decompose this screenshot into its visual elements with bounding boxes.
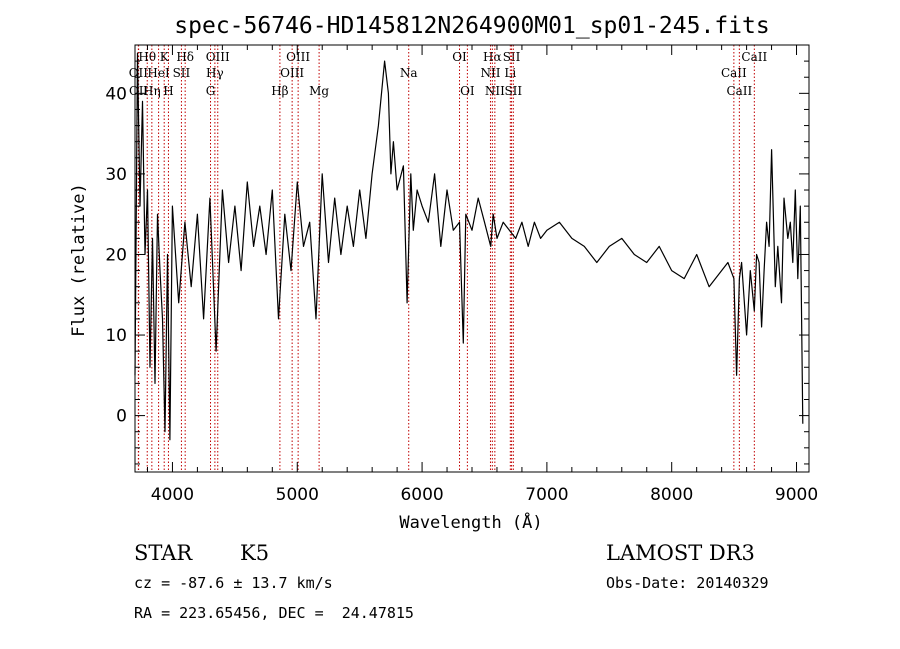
line-label: Mg bbox=[309, 84, 329, 98]
line-label: SII bbox=[503, 50, 521, 64]
line-label: OIII bbox=[286, 50, 310, 64]
chart-title: spec-56746-HD145812N264900M01_sp01-245.f… bbox=[174, 13, 769, 39]
coordinates: RA = 223.65456, DEC = 24.47815 bbox=[134, 604, 414, 622]
y-axis-label: Flux (relative) bbox=[69, 183, 89, 337]
x-axis-label: Wavelength (Å) bbox=[399, 511, 542, 533]
line-label: NII bbox=[485, 84, 505, 98]
redshift-text: cz = -87.6 ± 13.7 km/s bbox=[134, 574, 333, 592]
line-label: G bbox=[206, 84, 216, 98]
object-type: STAR bbox=[134, 541, 193, 565]
x-tick-label: 8000 bbox=[650, 485, 693, 505]
line-label: H bbox=[163, 84, 173, 98]
line-label: CaII bbox=[721, 66, 747, 80]
line-label: OIII bbox=[280, 66, 304, 80]
axis-ticks: 4000 5000 6000 7000 8000 9000 0 10 20 30 40 bbox=[105, 45, 818, 505]
line-label: CaII bbox=[741, 50, 767, 64]
line-label: Hδ bbox=[176, 50, 194, 64]
series-line-0 bbox=[134, 52, 804, 441]
y-tick-label: 10 bbox=[105, 326, 127, 346]
line-label: Hη bbox=[143, 84, 161, 98]
line-label: OIII bbox=[206, 50, 230, 64]
line-label: SII bbox=[504, 84, 522, 98]
series-layer bbox=[134, 52, 804, 441]
line-label: Hα bbox=[483, 50, 502, 64]
line-label: OI bbox=[452, 50, 467, 64]
x-tick-label: 5000 bbox=[276, 485, 319, 505]
x-tick-label: 9000 bbox=[775, 485, 818, 505]
line-label: OI bbox=[460, 84, 475, 98]
obs-date: Obs-Date: 20140329 bbox=[606, 574, 769, 592]
line-label: OII bbox=[129, 84, 149, 98]
line-label: Li bbox=[504, 66, 516, 80]
line-label: Hβ bbox=[271, 84, 288, 98]
line-label: Hθ bbox=[138, 50, 156, 64]
line-label: SII bbox=[173, 66, 191, 80]
line-label: HeI bbox=[147, 66, 170, 80]
x-tick-label: 6000 bbox=[400, 485, 443, 505]
object-subclass: K5 bbox=[240, 541, 270, 565]
y-tick-label: 20 bbox=[105, 245, 127, 265]
line-label: CaII bbox=[726, 84, 752, 98]
line-label: K bbox=[160, 50, 170, 64]
y-tick-label: 30 bbox=[105, 165, 127, 185]
x-tick-label: 7000 bbox=[525, 485, 568, 505]
x-tick-label: 4000 bbox=[151, 485, 194, 505]
y-tick-label: 0 bbox=[116, 407, 127, 427]
line-label: NII bbox=[480, 66, 500, 80]
plot-frame bbox=[134, 44, 810, 473]
survey-name: LAMOST DR3 bbox=[606, 541, 755, 565]
line-label: Hγ bbox=[206, 66, 224, 80]
y-tick-label: 40 bbox=[105, 84, 127, 104]
line-label: Na bbox=[400, 66, 418, 80]
